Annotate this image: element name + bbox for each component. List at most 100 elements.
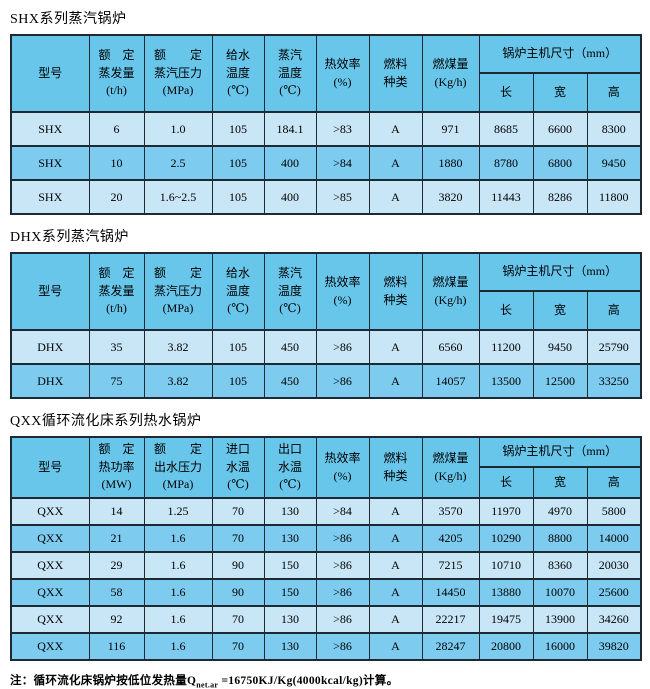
header-row: 型号 额 定 热功率 (MW) 额 定 出水压力 (MPa) 进口 水温 (℃)… [10,436,642,499]
table-cell: 3.82 [143,329,213,365]
table-row: QXX 58 1.6 90 150 >86 A 14450 13880 10070 25600 [10,578,642,607]
table-cell: 58 [88,578,145,607]
column-header-evaporation: 额 定 蒸发量 (t/h) [88,252,145,331]
table-cell: >83 [315,111,370,147]
table-cell: A [368,605,423,634]
qxx-table-body: QXX 14 1.25 70 130 >84 A 3570 11970 4970 5800 QXX 21… [10,497,642,661]
table-cell: 1880 [421,145,480,181]
table-cell: QXX [10,605,90,634]
table-cell: 184.1 [263,111,317,147]
table-cell: 2.5 [143,145,213,181]
table-cell: 4205 [421,524,480,553]
table-cell: >84 [315,145,370,181]
dhx-table-header: 型号 额 定 蒸发量 (t/h) 额 定 蒸汽压力 (MPa) 给水 温度 (℃… [10,252,642,331]
table-cell: 8300 [586,111,642,147]
dhx-table: 型号 额 定 蒸发量 (t/h) 额 定 蒸汽压力 (MPa) 给水 温度 (℃… [10,252,642,399]
column-header-fuel-type: 燃料 种类 [368,34,423,113]
table-cell: 90 [211,578,265,607]
header-row: 长 宽 高 [11,72,642,113]
column-header-feedwater-temp: 给水 温度 (℃) [211,34,265,113]
column-header-coal-consumption: 燃煤量 (Kg/h) [421,436,480,499]
table-cell: 450 [263,329,317,365]
table-cell: 3570 [421,497,480,526]
table-cell: 8800 [532,524,588,553]
header-row: 型号 额 定 蒸发量 (t/h) 额 定 蒸汽压力 (MPa) 给水 温度 (℃… [10,34,642,113]
table-cell: 29 [88,551,145,580]
table-cell: 75 [88,363,145,399]
section-title-qxx: QXX循环流化床系列热水锅炉 [10,414,202,429]
column-header-height: 高 [586,72,642,113]
table-row: QXX 116 1.6 70 130 >86 A 28247 20800 16000 39820 [10,632,642,661]
table-cell: 1.6 [143,524,213,553]
table-cell: 8685 [478,111,534,147]
table-cell: 70 [211,605,265,634]
table-cell: DHX [10,329,90,365]
column-header-dimensions-group: 锅炉主机尺寸（mm） [478,436,642,468]
shx-table: 型号 额 定 蒸发量 (t/h) 额 定 蒸汽压力 (MPa) 给水 温度 (℃… [10,34,642,215]
table-cell: 105 [211,363,265,399]
table-cell: 9450 [532,329,588,365]
qxx-table: 型号 额 定 热功率 (MW) 额 定 出水压力 (MPa) 进口 水温 (℃)… [10,436,642,661]
table-cell: SHX [10,145,90,181]
table-cell: 22217 [421,605,480,634]
table-cell: 6800 [532,145,588,181]
section-dhx: DHX系列蒸汽锅炉 型号 额 定 蒸发量 (t/h) 额 定 蒸汽压力 (MPa… [10,226,642,399]
table-cell: 14057 [421,363,480,399]
table-row: QXX 29 1.6 90 150 >86 A 7215 10710 8360 20030 [10,551,642,580]
section-title-dhx: DHX系列蒸汽锅炉 [10,230,129,245]
table-cell: 7215 [421,551,480,580]
table-cell: 13500 [478,363,534,399]
table-cell: 3.82 [143,363,213,399]
table-cell: A [368,179,423,215]
table-row: QXX 21 1.6 70 130 >86 A 4205 10290 8800 14000 [10,524,642,553]
header-row: 长 宽 高 [11,290,642,331]
table-cell: 11970 [478,497,534,526]
table-cell: 28247 [421,632,480,661]
table-cell: DHX [10,363,90,399]
table-cell: 20030 [586,551,642,580]
column-header-steam-temp: 蒸汽 温度 (℃) [263,34,317,113]
footnote-subscript: net.ar [196,680,219,689]
column-header-length: 长 [478,466,534,499]
column-header-model: 型号 [10,436,90,499]
table-cell: 25600 [586,578,642,607]
column-header-height: 高 [586,290,642,331]
column-header-efficiency: 热效率 (%) [315,252,370,331]
table-cell: QXX [10,632,90,661]
table-cell: 20800 [478,632,534,661]
column-header-length: 长 [478,72,534,113]
table-cell: 1.6 [143,632,213,661]
column-header-model: 型号 [10,34,90,113]
table-cell: 105 [211,145,265,181]
table-cell: 971 [421,111,480,147]
table-cell: 8780 [478,145,534,181]
column-header-width: 宽 [532,466,588,499]
column-header-outlet-water-temp: 出口 水温 (℃) [263,436,317,499]
table-cell: 70 [211,524,265,553]
table-cell: 5800 [586,497,642,526]
table-cell: 10710 [478,551,534,580]
table-cell: 21 [88,524,145,553]
table-cell: 19475 [478,605,534,634]
table-cell: 1.25 [143,497,213,526]
table-cell: 1.6 [143,605,213,634]
table-row: DHX 35 3.82 105 450 >86 A 6560 11200 9450 25790 [10,329,642,365]
table-cell: QXX [10,551,90,580]
table-cell: 150 [263,551,317,580]
table-cell: 6 [88,111,145,147]
table-cell: A [368,363,423,399]
table-cell: 14 [88,497,145,526]
table-cell: 92 [88,605,145,634]
table-cell: 20 [88,179,145,215]
table-cell: 400 [263,179,317,215]
footnote-prefix: 注：循环流化床锅炉按低位发热量Q [10,675,197,687]
table-cell: 12500 [532,363,588,399]
table-cell: 450 [263,363,317,399]
table-cell: 16000 [532,632,588,661]
table-cell: 70 [211,632,265,661]
table-cell: A [368,111,423,147]
table-cell: A [368,551,423,580]
column-header-inlet-water-temp: 进口 水温 (℃) [211,436,265,499]
column-header-outlet-pressure: 额 定 出水压力 (MPa) [143,436,213,499]
